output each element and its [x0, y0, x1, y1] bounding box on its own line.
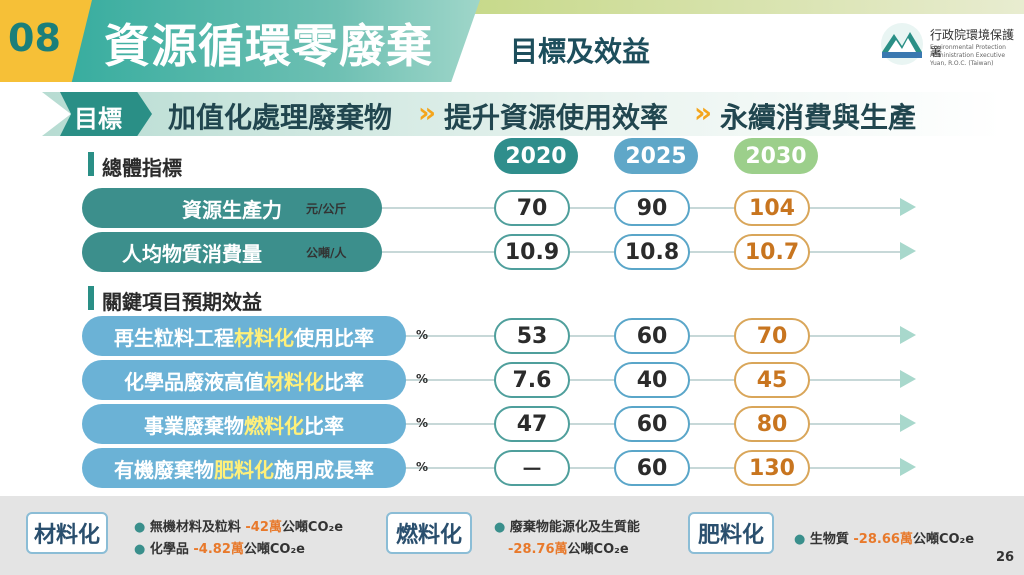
value-2025: 60	[614, 450, 690, 486]
benefit-unit: %	[416, 460, 429, 474]
indicator-label-text: 資源生產力	[182, 197, 282, 222]
arrow-icon	[900, 198, 916, 216]
fertilizer-line-1-unit: 公噸CO₂e	[912, 532, 975, 547]
materials-tag: 材料化	[26, 512, 108, 554]
indicator-unit: 公噸/人	[306, 246, 347, 260]
benefit-label: 化學品廢液高值 材料化 比率	[82, 360, 406, 400]
benefit-label-post: 施用成長率	[274, 457, 374, 482]
value-2020: 70	[494, 190, 570, 226]
fertilizer-line-1-value: -28.66萬	[853, 532, 913, 547]
goal-separator-1: »	[418, 96, 437, 129]
value-2030: 104	[734, 190, 810, 226]
benefit-label: 事業廢棄物 燃料化 比率	[82, 404, 406, 444]
materials-line-1-unit: 公噸CO₂e	[281, 520, 344, 535]
arrow-icon	[900, 370, 916, 388]
goal-item-2: 提升資源使用效率	[444, 101, 669, 134]
goal-separator-2: »	[694, 96, 713, 129]
indicator-unit: 元/公斤	[306, 202, 347, 216]
bullet-icon: ●	[134, 542, 150, 557]
value-2020: 47	[494, 406, 570, 442]
fertilizer-tag: 肥料化	[688, 512, 774, 554]
materials-line-1-value: -42萬	[245, 520, 282, 535]
materials-line-2: ● 化學品 -4.82萬公噸CO₂e	[134, 538, 305, 557]
fuel-line-1-label: 廢棄物能源化及生質能	[509, 520, 640, 535]
benefit-label: 再生粒料工程 材料化 使用比率	[82, 316, 406, 356]
value-2020: 10.9	[494, 234, 570, 270]
section-number: 08	[8, 16, 61, 60]
benefit-label-highlight: 材料化	[264, 369, 324, 394]
benefit-unit: %	[416, 328, 429, 342]
fuel-line-1: ● 廢棄物能源化及生質能	[494, 516, 640, 535]
benefit-label-post: 比率	[304, 413, 344, 438]
benefit-label-highlight: 肥料化	[214, 457, 274, 482]
materials-line-2-value: -4.82萬	[193, 542, 244, 557]
arrow-icon	[900, 414, 916, 432]
fertilizer-line-1: ● 生物質 -28.66萬公噸CO₂e	[794, 528, 974, 547]
value-2020: －	[494, 450, 570, 486]
benefit-label-pre: 化學品廢液高值	[124, 369, 264, 394]
materials-line-1: ● 無機材料及粒料 -42萬公噸CO₂e	[134, 516, 343, 535]
goal-item-1: 加值化處理廢棄物	[168, 101, 393, 134]
benefit-label-pre: 有機廢棄物	[114, 457, 214, 482]
materials-line-2-unit: 公噸CO₂e	[243, 542, 305, 557]
benefit-label-post: 比率	[324, 369, 364, 394]
page-subtitle: 目標及效益	[510, 35, 651, 68]
indicator-label-text: 人均物質消費量	[122, 241, 262, 266]
fertilizer-line-1-label: 生物質	[809, 532, 854, 547]
benefit-label: 有機廢棄物 肥料化 施用成長率	[82, 448, 406, 488]
value-2020: 53	[494, 318, 570, 354]
epa-logo-icon	[881, 23, 923, 65]
materials-line-2-label: 化學品	[149, 542, 194, 557]
benefit-label-highlight: 燃料化	[244, 413, 304, 438]
goal-band	[42, 92, 1002, 136]
year-2025: 2025	[614, 138, 698, 174]
benefit-unit: %	[416, 372, 429, 386]
benefit-label-post: 使用比率	[294, 325, 374, 350]
value-2030: 80	[734, 406, 810, 442]
value-2030: 10.7	[734, 234, 810, 270]
goal-tag	[60, 92, 152, 136]
goal-tag-label: 目標	[74, 105, 122, 133]
page-title: 資源循環零廢棄	[104, 19, 433, 73]
fuel-line-2: -28.76萬公噸CO₂e	[508, 538, 629, 557]
value-2025: 60	[614, 318, 690, 354]
fuel-line-2-unit: 公噸CO₂e	[567, 542, 629, 557]
benefit-label-pre: 再生粒料工程	[114, 325, 234, 350]
page-number: 26	[996, 550, 1015, 565]
year-2020: 2020	[494, 138, 578, 174]
arrow-icon	[900, 326, 916, 344]
arrow-icon	[900, 242, 916, 260]
section-marker	[88, 286, 94, 310]
indicator-label: 人均物質消費量	[82, 232, 382, 272]
bullet-icon: ●	[494, 520, 510, 535]
benefit-unit: %	[416, 416, 429, 430]
section-marker	[88, 152, 94, 176]
goal-item-3: 永續消費與生產	[720, 101, 917, 134]
value-2025: 10.8	[614, 234, 690, 270]
value-2025: 90	[614, 190, 690, 226]
org-name: 行政院環境保護署	[930, 28, 1015, 59]
section-title-key: 關鍵項目預期效益	[102, 290, 262, 314]
reduction-summary-band	[0, 496, 1024, 575]
arrow-icon	[900, 458, 916, 476]
bullet-icon: ●	[794, 532, 810, 547]
value-2025: 60	[614, 406, 690, 442]
benefit-label-pre: 事業廢棄物	[144, 413, 244, 438]
header-stripe	[470, 0, 1024, 14]
value-2025: 40	[614, 362, 690, 398]
org-name-english: Environmental Protection Administration …	[930, 44, 1006, 67]
benefit-label-highlight: 材料化	[234, 325, 294, 350]
bullet-icon: ●	[134, 520, 150, 535]
section-title-overall: 總體指標	[102, 156, 182, 180]
fuel-tag: 燃料化	[386, 512, 472, 554]
value-2030: 70	[734, 318, 810, 354]
year-2030: 2030	[734, 138, 818, 174]
fuel-line-2-value: -28.76萬	[508, 542, 568, 557]
value-2030: 45	[734, 362, 810, 398]
value-2030: 130	[734, 450, 810, 486]
indicator-label: 資源生產力	[82, 188, 382, 228]
value-2020: 7.6	[494, 362, 570, 398]
materials-line-1-label: 無機材料及粒料	[149, 520, 246, 535]
